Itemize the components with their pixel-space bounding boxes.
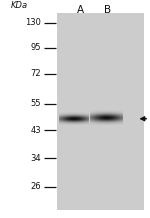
Text: B: B [104,5,112,15]
Bar [57,13,144,210]
Text: 34: 34 [31,154,41,163]
Text: A: A [77,5,84,15]
Text: 95: 95 [31,43,41,52]
Text: 26: 26 [31,182,41,191]
Text: 43: 43 [31,126,41,135]
Text: 72: 72 [31,69,41,78]
Text: 55: 55 [31,99,41,109]
Text: 130: 130 [25,18,41,27]
Text: KDa: KDa [11,1,28,10]
